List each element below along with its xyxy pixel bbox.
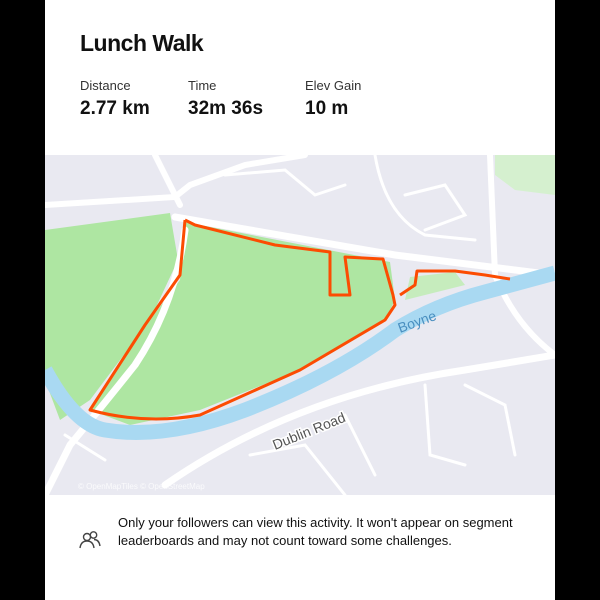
map-park-east — [405, 272, 465, 300]
privacy-notice: Only your followers can view this activi… — [118, 515, 513, 548]
map-attribution[interactable]: © OpenMapTiles © OpenStreetMap — [78, 482, 205, 491]
map-river — [45, 265, 555, 440]
stat-value: 10 m — [305, 98, 349, 119]
stat-label: Distance — [80, 78, 131, 93]
stat-time: Time 32m 36s — [188, 78, 263, 120]
stat-value: 2.77 km — [80, 98, 150, 119]
stat-value: 32m 36s — [188, 98, 264, 119]
map-park-ne — [495, 155, 555, 195]
followers-icon — [79, 531, 101, 549]
route-line-east — [399, 269, 511, 297]
stat-distance: Distance 2.77 km — [80, 78, 150, 120]
stat-label: Elev Gain — [305, 78, 362, 93]
route-map[interactable]: Boyne Dublin Road © OpenMapTiles © OpenS… — [45, 155, 555, 495]
stat-label: Time — [188, 78, 217, 93]
map-park-main — [90, 222, 395, 425]
activity-card: Lunch Walk Distance 2.77 km Time 32m 36s… — [45, 0, 555, 600]
stat-elev-gain: Elev Gain 10 m — [305, 78, 361, 120]
route-line — [88, 218, 397, 421]
activity-title: Lunch Walk — [80, 30, 204, 56]
map-park-west — [45, 213, 178, 420]
